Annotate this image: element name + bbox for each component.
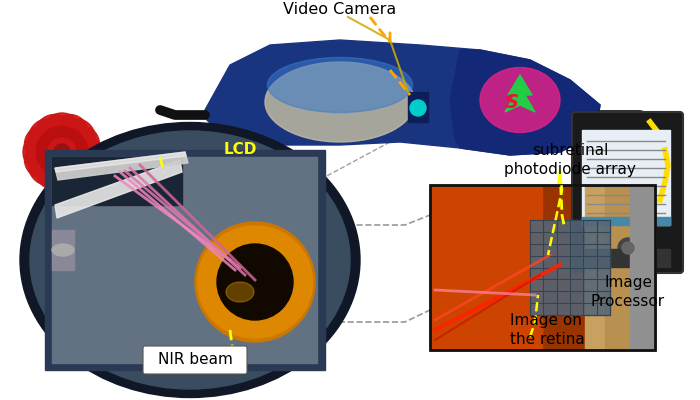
Ellipse shape [265, 62, 415, 142]
Bar [45, 150, 325, 370]
Ellipse shape [41, 157, 61, 175]
FancyBboxPatch shape [143, 346, 247, 374]
Bar [605, 185, 655, 350]
Ellipse shape [50, 162, 72, 178]
Bar [52, 230, 74, 270]
Bar [585, 185, 655, 350]
Ellipse shape [36, 146, 52, 168]
Bar [630, 185, 655, 350]
Ellipse shape [79, 137, 101, 167]
Ellipse shape [76, 127, 99, 156]
Circle shape [48, 138, 76, 166]
Bar [52, 157, 182, 205]
Text: NIR beam: NIR beam [158, 352, 232, 368]
Circle shape [410, 100, 426, 116]
Bar [52, 157, 317, 363]
Ellipse shape [69, 119, 95, 145]
Polygon shape [450, 50, 600, 155]
Ellipse shape [52, 244, 74, 256]
Ellipse shape [30, 131, 350, 389]
Polygon shape [55, 152, 186, 172]
Ellipse shape [52, 126, 74, 142]
Ellipse shape [226, 282, 254, 302]
Ellipse shape [25, 148, 48, 177]
Polygon shape [505, 75, 535, 112]
Text: subretinal
photodiode array: subretinal photodiode array [504, 143, 636, 177]
Polygon shape [55, 160, 182, 218]
Ellipse shape [58, 166, 88, 190]
Ellipse shape [69, 159, 95, 185]
Ellipse shape [29, 119, 55, 145]
Ellipse shape [23, 137, 45, 167]
Polygon shape [205, 40, 600, 155]
Bar [430, 185, 655, 350]
Ellipse shape [47, 169, 77, 191]
Ellipse shape [37, 114, 66, 138]
Text: Video Camera: Video Camera [284, 2, 397, 18]
Ellipse shape [64, 129, 83, 147]
Circle shape [217, 244, 293, 320]
Text: S: S [505, 92, 519, 112]
Bar [582, 249, 670, 267]
Ellipse shape [58, 114, 88, 138]
Polygon shape [67, 162, 92, 182]
Ellipse shape [71, 148, 88, 169]
Ellipse shape [37, 135, 54, 156]
Ellipse shape [71, 136, 88, 158]
Ellipse shape [480, 68, 560, 132]
Ellipse shape [42, 128, 62, 146]
Text: Image
Processor: Image Processor [591, 275, 665, 309]
Circle shape [54, 144, 70, 160]
Ellipse shape [76, 148, 99, 177]
Circle shape [195, 222, 315, 342]
Ellipse shape [29, 159, 55, 185]
Ellipse shape [20, 122, 360, 398]
Bar [408, 92, 428, 122]
Ellipse shape [62, 158, 82, 176]
Circle shape [622, 242, 634, 254]
Ellipse shape [267, 58, 412, 112]
Bar [582, 217, 670, 225]
Ellipse shape [25, 127, 48, 156]
FancyBboxPatch shape [572, 112, 683, 273]
Ellipse shape [47, 113, 77, 135]
Ellipse shape [197, 226, 312, 338]
Bar [582, 130, 670, 225]
Circle shape [618, 238, 638, 258]
Bar [530, 220, 610, 315]
Text: Image on
the retina: Image on the retina [510, 313, 584, 347]
Ellipse shape [37, 166, 66, 190]
Bar [430, 185, 655, 350]
Polygon shape [55, 152, 188, 180]
Text: LCD: LCD [223, 142, 257, 158]
Bar [430, 185, 542, 350]
